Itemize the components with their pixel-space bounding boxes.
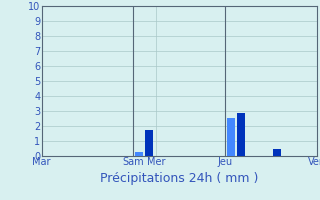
Bar <box>145 130 153 156</box>
Bar <box>273 149 281 156</box>
Bar <box>227 118 235 156</box>
X-axis label: Précipitations 24h ( mm ): Précipitations 24h ( mm ) <box>100 172 258 185</box>
Bar <box>135 152 143 156</box>
Bar <box>237 112 245 156</box>
